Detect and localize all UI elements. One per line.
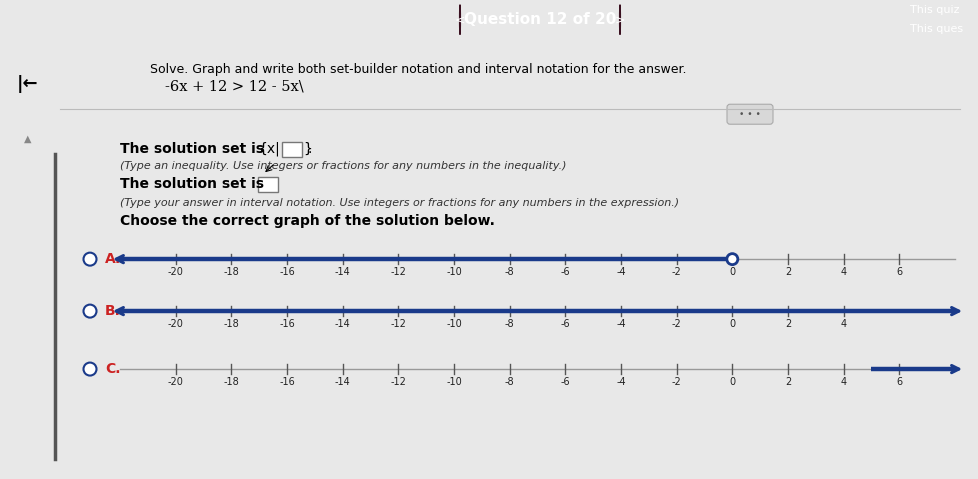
Text: 2: 2 bbox=[784, 267, 790, 277]
Text: {x|: {x| bbox=[258, 142, 280, 157]
Text: C.: C. bbox=[105, 362, 120, 376]
Text: -16: -16 bbox=[279, 377, 294, 387]
Text: -8: -8 bbox=[505, 267, 514, 277]
Text: -2: -2 bbox=[671, 319, 681, 329]
Text: -10: -10 bbox=[446, 319, 462, 329]
Text: -2: -2 bbox=[671, 377, 681, 387]
Text: The solution set is: The solution set is bbox=[120, 177, 269, 191]
Text: (Type an inequality. Use integers or fractions for any numbers in the inequality: (Type an inequality. Use integers or fra… bbox=[120, 161, 566, 171]
Text: -2: -2 bbox=[671, 267, 681, 277]
Text: Question 12 of 20: Question 12 of 20 bbox=[464, 12, 615, 27]
Text: 0: 0 bbox=[729, 377, 734, 387]
Text: -4: -4 bbox=[615, 267, 625, 277]
Text: -8: -8 bbox=[505, 319, 514, 329]
Text: 4: 4 bbox=[840, 377, 846, 387]
Text: -10: -10 bbox=[446, 377, 462, 387]
Text: 2: 2 bbox=[784, 319, 790, 329]
Text: -12: -12 bbox=[390, 319, 406, 329]
Text: The solution set is: The solution set is bbox=[120, 142, 269, 156]
Text: -8: -8 bbox=[505, 377, 514, 387]
Text: 0: 0 bbox=[729, 319, 734, 329]
Text: -20: -20 bbox=[167, 377, 184, 387]
Text: }: } bbox=[302, 142, 312, 156]
Text: .: . bbox=[308, 142, 312, 156]
Text: 4: 4 bbox=[840, 319, 846, 329]
Text: This quiz: This quiz bbox=[910, 5, 958, 15]
Text: 2: 2 bbox=[784, 377, 790, 387]
Text: A.: A. bbox=[105, 252, 121, 266]
Text: -12: -12 bbox=[390, 267, 406, 277]
Text: -6: -6 bbox=[560, 377, 569, 387]
Text: |←: |← bbox=[18, 75, 39, 93]
Text: -14: -14 bbox=[334, 377, 350, 387]
Text: -10: -10 bbox=[446, 267, 462, 277]
Text: -18: -18 bbox=[223, 377, 239, 387]
Text: -18: -18 bbox=[223, 319, 239, 329]
Text: <: < bbox=[455, 13, 465, 26]
Circle shape bbox=[726, 254, 737, 264]
FancyBboxPatch shape bbox=[282, 142, 301, 157]
Circle shape bbox=[83, 252, 97, 266]
Text: -20: -20 bbox=[167, 319, 184, 329]
Text: 6: 6 bbox=[895, 267, 902, 277]
Text: -4: -4 bbox=[615, 377, 625, 387]
Text: >: > bbox=[614, 13, 625, 26]
Circle shape bbox=[83, 363, 97, 376]
Text: • • •: • • • bbox=[738, 110, 760, 119]
Text: -6: -6 bbox=[560, 319, 569, 329]
FancyBboxPatch shape bbox=[727, 104, 773, 124]
Text: Solve. Graph and write both set-builder notation and interval notation for the a: Solve. Graph and write both set-builder … bbox=[150, 63, 686, 76]
FancyBboxPatch shape bbox=[258, 177, 278, 192]
Text: -6x + 12 > 12 - 5x\: -6x + 12 > 12 - 5x\ bbox=[165, 79, 303, 93]
Text: -12: -12 bbox=[390, 377, 406, 387]
Circle shape bbox=[83, 305, 97, 318]
Text: 4: 4 bbox=[840, 267, 846, 277]
Text: 0: 0 bbox=[729, 267, 734, 277]
Text: -16: -16 bbox=[279, 267, 294, 277]
Text: -4: -4 bbox=[615, 319, 625, 329]
Text: -20: -20 bbox=[167, 267, 184, 277]
Text: (Type your answer in interval notation. Use integers or fractions for any number: (Type your answer in interval notation. … bbox=[120, 198, 679, 208]
Text: B.: B. bbox=[105, 304, 120, 318]
Text: Choose the correct graph of the solution below.: Choose the correct graph of the solution… bbox=[120, 214, 494, 228]
Text: This ques: This ques bbox=[910, 24, 962, 34]
Text: ▲: ▲ bbox=[24, 134, 31, 144]
Text: -16: -16 bbox=[279, 319, 294, 329]
Text: -14: -14 bbox=[334, 267, 350, 277]
Text: -6: -6 bbox=[560, 267, 569, 277]
Text: -18: -18 bbox=[223, 267, 239, 277]
Text: -14: -14 bbox=[334, 319, 350, 329]
Text: 6: 6 bbox=[895, 377, 902, 387]
